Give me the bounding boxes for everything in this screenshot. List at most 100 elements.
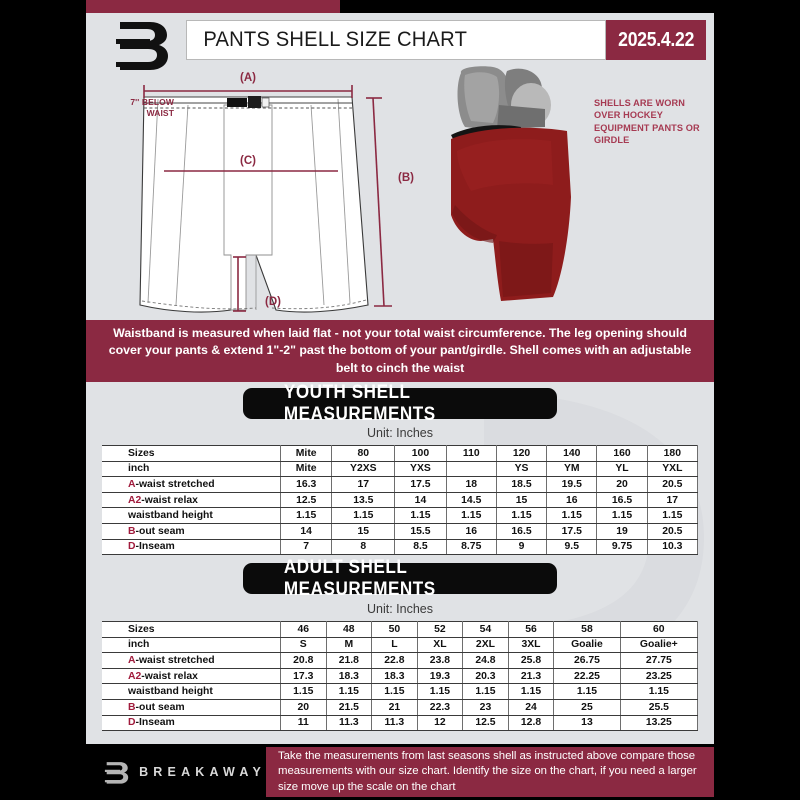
table-cell: 22.3 <box>416 698 464 716</box>
table-row: D-Inseam 7 8 8.5 8.75 9 9.5 9.75 10.3 <box>102 538 699 556</box>
table-row: inch S M L XL 2XL 3XL Goalie Goalie+ <box>102 636 699 654</box>
table-cell: 1.15 <box>279 507 333 524</box>
table-cell: 24.8 <box>462 652 509 669</box>
table-cell: 21.3 <box>507 667 555 685</box>
table-cell: 16 <box>546 491 598 509</box>
adult-section-heading: ADULT SHELL MEASUREMENTS <box>243 557 557 600</box>
table-cell: 12.5 <box>462 714 509 732</box>
table-cell: 25 <box>553 698 621 716</box>
table-cell: 20.8 <box>280 652 327 669</box>
table-cell: 18.3 <box>371 667 418 685</box>
table-row: A2-waist relax 17.3 18.3 18.3 19.3 20.3 21.3 22… <box>102 667 699 685</box>
table-cell: 19.3 <box>416 667 464 685</box>
table-cell: 20 <box>280 698 327 716</box>
table-cell: 14 <box>279 522 333 540</box>
top-accent-strip <box>86 0 340 13</box>
table-cell: 7 <box>279 538 333 556</box>
row-key: B <box>128 701 136 713</box>
table-cell: YXL <box>646 460 699 478</box>
table-cell: YM <box>546 460 598 478</box>
table-cell: 10.3 <box>646 538 699 556</box>
table-cell: 21.8 <box>325 652 373 669</box>
table-cell: 23.8 <box>416 652 464 669</box>
row-label: A2-waist relax <box>102 491 281 509</box>
row-label: A-waist stretched <box>102 652 281 669</box>
table-cell: 1.15 <box>546 507 598 524</box>
row-label: waistband height <box>102 683 281 700</box>
table-cell: 22.25 <box>553 667 621 685</box>
table-cell: 17.3 <box>280 667 327 685</box>
table-cell: 1.15 <box>553 683 621 700</box>
content-panel: PANTS SHELL SIZE CHART 2025.4.22 <box>86 13 714 744</box>
table-cell: 1.15 <box>325 683 373 700</box>
table-cell: 18.5 <box>495 476 548 493</box>
table-row: inch Mite Y2XS YXS YS YM YL YXL <box>102 460 699 478</box>
table-cell: 1.15 <box>445 507 497 524</box>
table-cell: 21 <box>371 698 418 716</box>
footer-brand: BREAKAWAY <box>86 744 266 800</box>
svg-text:(B): (B) <box>398 172 414 184</box>
page-header: PANTS SHELL SIZE CHART 2025.4.22 <box>86 16 714 70</box>
table-row: waistband height 1.15 1.15 1.15 1.15 1.15 1.15… <box>102 683 699 700</box>
row-label: B-out seam <box>102 522 281 540</box>
svg-text:(C): (C) <box>240 155 256 167</box>
footer-brand-name: BREAKAWAY <box>139 765 266 779</box>
youth-heading-text: YOUTH SHELL MEASUREMENTS <box>283 381 436 425</box>
table-cell: 56 <box>507 621 555 638</box>
table-cell: 27.75 <box>619 652 699 669</box>
table-cell: Y2XS <box>331 460 396 478</box>
footer-note-text: Take the measurements from last seasons … <box>278 749 697 793</box>
page-footer: BREAKAWAY Take the measurements from las… <box>0 744 800 800</box>
table-cell: 50 <box>371 621 418 638</box>
table-cell: 14 <box>394 491 447 509</box>
table-cell: 16.5 <box>596 491 648 509</box>
breakaway-b-logo-icon <box>116 22 168 70</box>
table-cell: 13.5 <box>331 491 396 509</box>
svg-text:(D): (D) <box>265 296 281 308</box>
table-cell: 80 <box>331 445 396 462</box>
table-cell: 12.5 <box>279 491 333 509</box>
table-cell: XL <box>416 636 464 654</box>
table-cell: 48 <box>325 621 373 638</box>
youth-section-heading: YOUTH SHELL MEASUREMENTS <box>243 382 557 425</box>
table-cell: 19 <box>596 522 648 540</box>
row-label: A2-waist relax <box>102 667 281 685</box>
adult-measurements-table: Sizes 46 48 50 52 54 56 58 60 inch S M L XL 2XL 3XL Goal… <box>102 621 699 732</box>
svg-text:(A): (A) <box>240 72 256 84</box>
table-cell: 19.5 <box>546 476 598 493</box>
table-cell: 60 <box>619 621 699 638</box>
table-cell: 11.3 <box>371 714 418 732</box>
table-row: B-out seam 14 15 15.5 16 16.5 17.5 19 20.5 <box>102 522 699 540</box>
table-cell: YS <box>495 460 548 478</box>
table-cell: 14.5 <box>445 491 497 509</box>
table-cell: 21.5 <box>325 698 373 716</box>
table-cell: 22.8 <box>371 652 418 669</box>
date-text: 2025.4.22 <box>618 28 694 51</box>
row-key: A2 <box>128 494 142 506</box>
table-cell: 1.15 <box>394 507 447 524</box>
table-cell: 12 <box>416 714 464 732</box>
table-cell: 18.3 <box>325 667 373 685</box>
table-cell: 16 <box>445 522 497 540</box>
table-cell: 11 <box>280 714 327 732</box>
table-cell: 1.15 <box>280 683 327 700</box>
table-cell: 9.75 <box>596 538 648 556</box>
table-cell: 11.3 <box>325 714 373 732</box>
table-row: A2-waist relax 12.5 13.5 14 14.5 15 16 16.5 17 <box>102 491 699 509</box>
table-cell: 20.5 <box>646 522 699 540</box>
breakaway-b-logo-icon <box>104 762 129 784</box>
table-cell: 58 <box>553 621 621 638</box>
table-cell: 1.15 <box>646 507 699 524</box>
row-label: D-Inseam <box>102 714 281 732</box>
page-title: PANTS SHELL SIZE CHART <box>203 28 468 51</box>
title-bar: PANTS SHELL SIZE CHART <box>186 20 606 60</box>
table-cell: 17.5 <box>394 476 447 493</box>
table-cell: 1.15 <box>371 683 418 700</box>
below-waist-note: 7'' BELOW WAIST <box>130 97 174 118</box>
footer-instructions: Take the measurements from last seasons … <box>266 747 714 797</box>
measurement-info-banner: Waistband is measured when laid flat - n… <box>86 320 714 382</box>
table-row: Sizes 46 48 50 52 54 56 58 60 <box>102 621 699 638</box>
table-cell: 54 <box>462 621 509 638</box>
table-cell: 25.8 <box>507 652 555 669</box>
table-cell: 1.15 <box>507 683 555 700</box>
